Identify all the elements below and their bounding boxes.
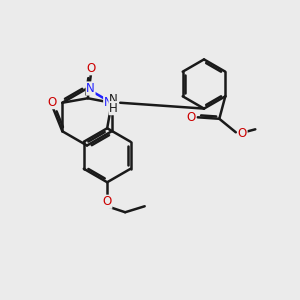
Text: N: N <box>86 82 95 95</box>
Text: O: O <box>47 96 56 109</box>
Text: O: O <box>238 127 247 140</box>
Text: H: H <box>109 102 118 115</box>
Text: O: O <box>86 62 95 75</box>
Text: O: O <box>103 195 112 208</box>
Text: N: N <box>104 96 112 109</box>
Text: N: N <box>109 93 118 106</box>
Text: O: O <box>187 111 196 124</box>
